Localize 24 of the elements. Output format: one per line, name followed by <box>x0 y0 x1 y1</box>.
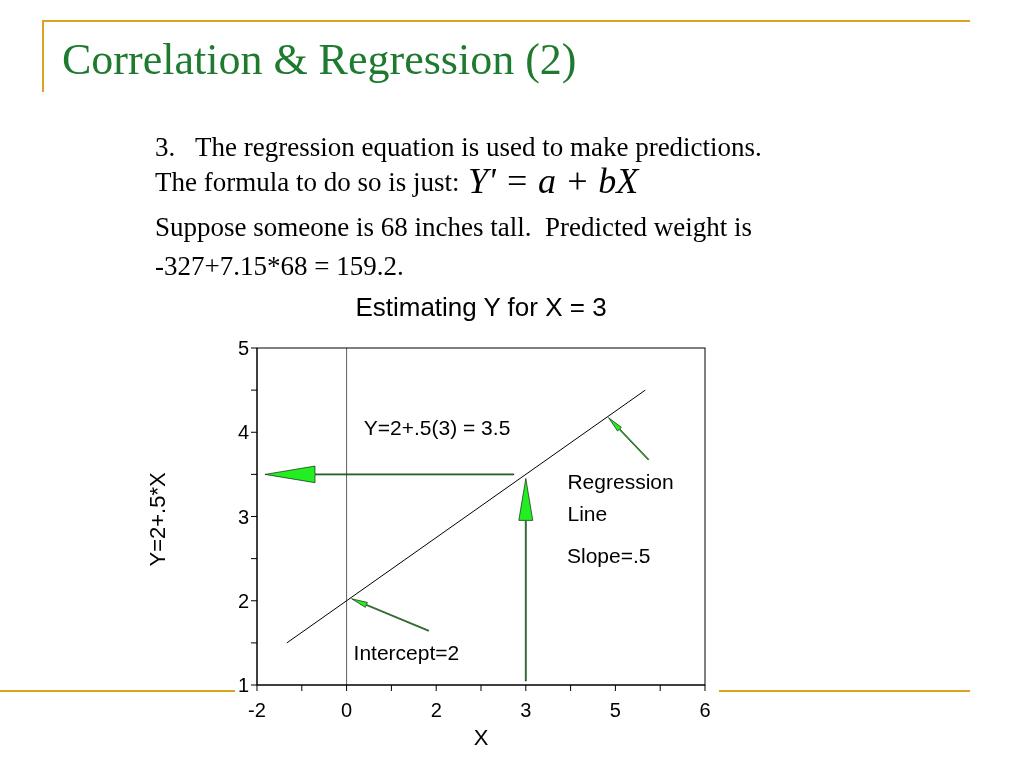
text: -327+7.15*68 = 159.2. <box>155 251 404 282</box>
annotation: Y=2+.5(3) = 3.5 <box>363 415 512 442</box>
text: 3. The regression equation is used to make predictions. <box>155 132 762 163</box>
text: Y' = a + bX <box>468 161 639 202</box>
y-tick-label: 2 <box>237 589 249 612</box>
x-tick-label: 3 <box>520 699 532 722</box>
y-tick-label: 5 <box>237 337 249 360</box>
annotation: Intercept=2 <box>353 639 461 666</box>
y-axis-title: Y=2+.5*X <box>144 471 170 567</box>
x-tick-label: 5 <box>609 699 621 722</box>
annotation: Slope=.5 <box>567 544 651 568</box>
text: Suppose someone is 68 inches tall. Predicted weight is <box>155 212 752 243</box>
y-tick-label: 3 <box>237 505 249 528</box>
chart-title: Estimating Y for X = 3 <box>354 292 608 323</box>
x-tick-label: 0 <box>341 699 353 722</box>
y-tick-label: 1 <box>237 674 249 697</box>
y-tick-label: 4 <box>237 421 249 444</box>
text: The formula to do so is just: <box>155 167 460 198</box>
text: Correlation & Regression (2) <box>62 34 577 85</box>
x-tick-label: 2 <box>430 699 442 722</box>
annotation: Regression Line <box>567 468 675 527</box>
x-axis-title: X <box>473 725 489 750</box>
x-tick-label: 6 <box>699 699 711 722</box>
x-tick-label: -2 <box>248 699 266 722</box>
